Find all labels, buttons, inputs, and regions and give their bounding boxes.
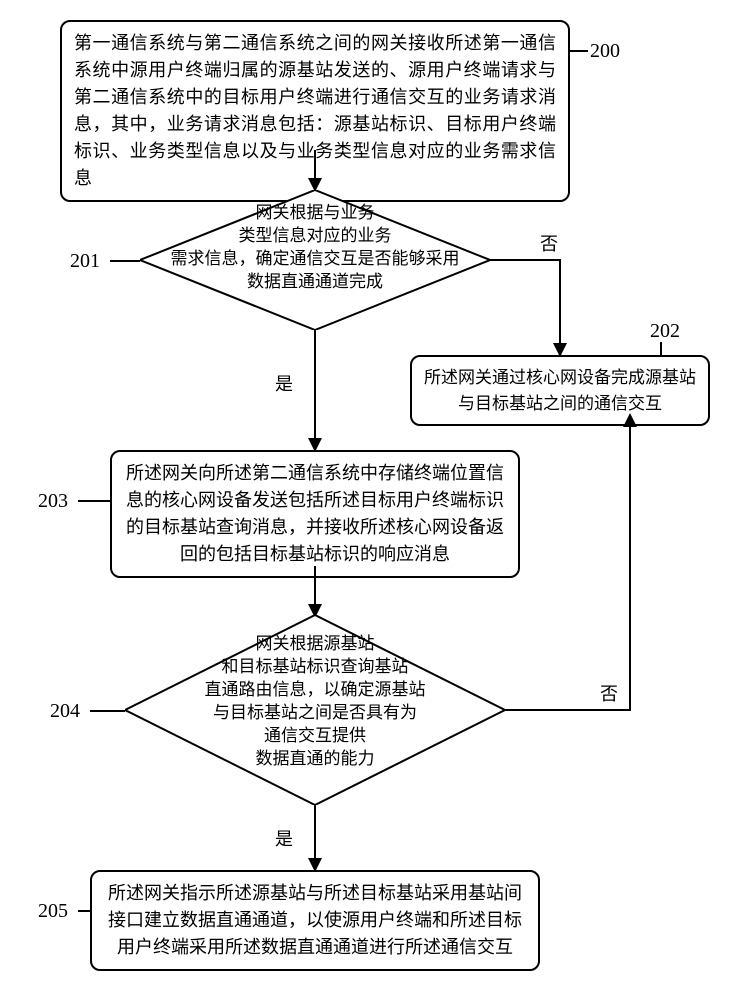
edge	[490, 259, 560, 261]
step-label-202: 202	[650, 320, 680, 343]
edge	[505, 709, 630, 711]
step-label-200: 200	[590, 40, 620, 63]
step-label-204: 204	[50, 700, 80, 723]
label-connector	[110, 260, 140, 262]
edge-label-no: 否	[540, 230, 558, 256]
edge	[629, 427, 631, 711]
label-connector	[570, 50, 588, 52]
step-label-203: 203	[38, 490, 68, 513]
edge	[314, 805, 316, 858]
process-box-202: 所述网关通过核心网设备完成源基站与目标基站之间的通信交互	[410, 355, 710, 426]
line: 网关根据源基站	[256, 634, 375, 653]
process-box-205: 所述网关指示所述源基站与所述目标基站采用基站间接口建立数据直通通道，以使源用户终…	[90, 870, 540, 971]
box-text: 所述网关向所述第二通信系统中存储终端位置信息的核心网设备发送包括所述目标用户终端…	[126, 463, 504, 564]
edge-label-no: 否	[600, 680, 618, 706]
step-label-205: 205	[38, 900, 68, 923]
edge	[314, 150, 316, 178]
line: 数据直通通道完成	[247, 272, 383, 291]
arrow-head-icon	[623, 413, 637, 427]
line: 直通路由信息，以确定源基站	[205, 680, 426, 699]
edge-label-yes: 是	[275, 825, 293, 851]
edge	[314, 330, 316, 438]
edge-label-yes: 是	[275, 370, 293, 396]
decision-text: 网关根据与业务 类型信息对应的业务 需求信息，确定通信交互是否能够采用 数据直通…	[155, 202, 475, 294]
edge	[559, 259, 561, 343]
line: 类型信息对应的业务	[239, 226, 392, 245]
line: 网关根据与业务	[256, 203, 375, 222]
step-label-201: 201	[70, 250, 100, 273]
line: 需求信息，确定通信交互是否能够采用	[171, 249, 460, 268]
decision-text: 网关根据源基站 和目标基站标识查询基站 直通路由信息，以确定源基站 与目标基站之…	[150, 633, 480, 771]
line: 通信交互提供	[264, 726, 366, 745]
label-connector	[660, 342, 662, 355]
line: 与目标基站之间是否具有为	[213, 703, 417, 722]
line: 和目标基站标识查询基站	[222, 657, 409, 676]
label-connector	[90, 710, 125, 712]
label-connector	[78, 500, 110, 502]
flowchart-canvas: 第一通信系统与第二通信系统之间的网关接收所述第一通信系统中源用户终端归属的源基站…	[0, 0, 733, 1000]
box-text: 所述网关通过核心网设备完成源基站与目标基站之间的通信交互	[424, 368, 696, 413]
box-text: 所述网关指示所述源基站与所述目标基站采用基站间接口建立数据直通通道，以使源用户终…	[108, 883, 522, 957]
label-connector	[78, 910, 90, 912]
process-box-203: 所述网关向所述第二通信系统中存储终端位置信息的核心网设备发送包括所述目标用户终端…	[110, 450, 520, 578]
edge	[314, 566, 316, 604]
line: 数据直通的能力	[256, 749, 375, 768]
